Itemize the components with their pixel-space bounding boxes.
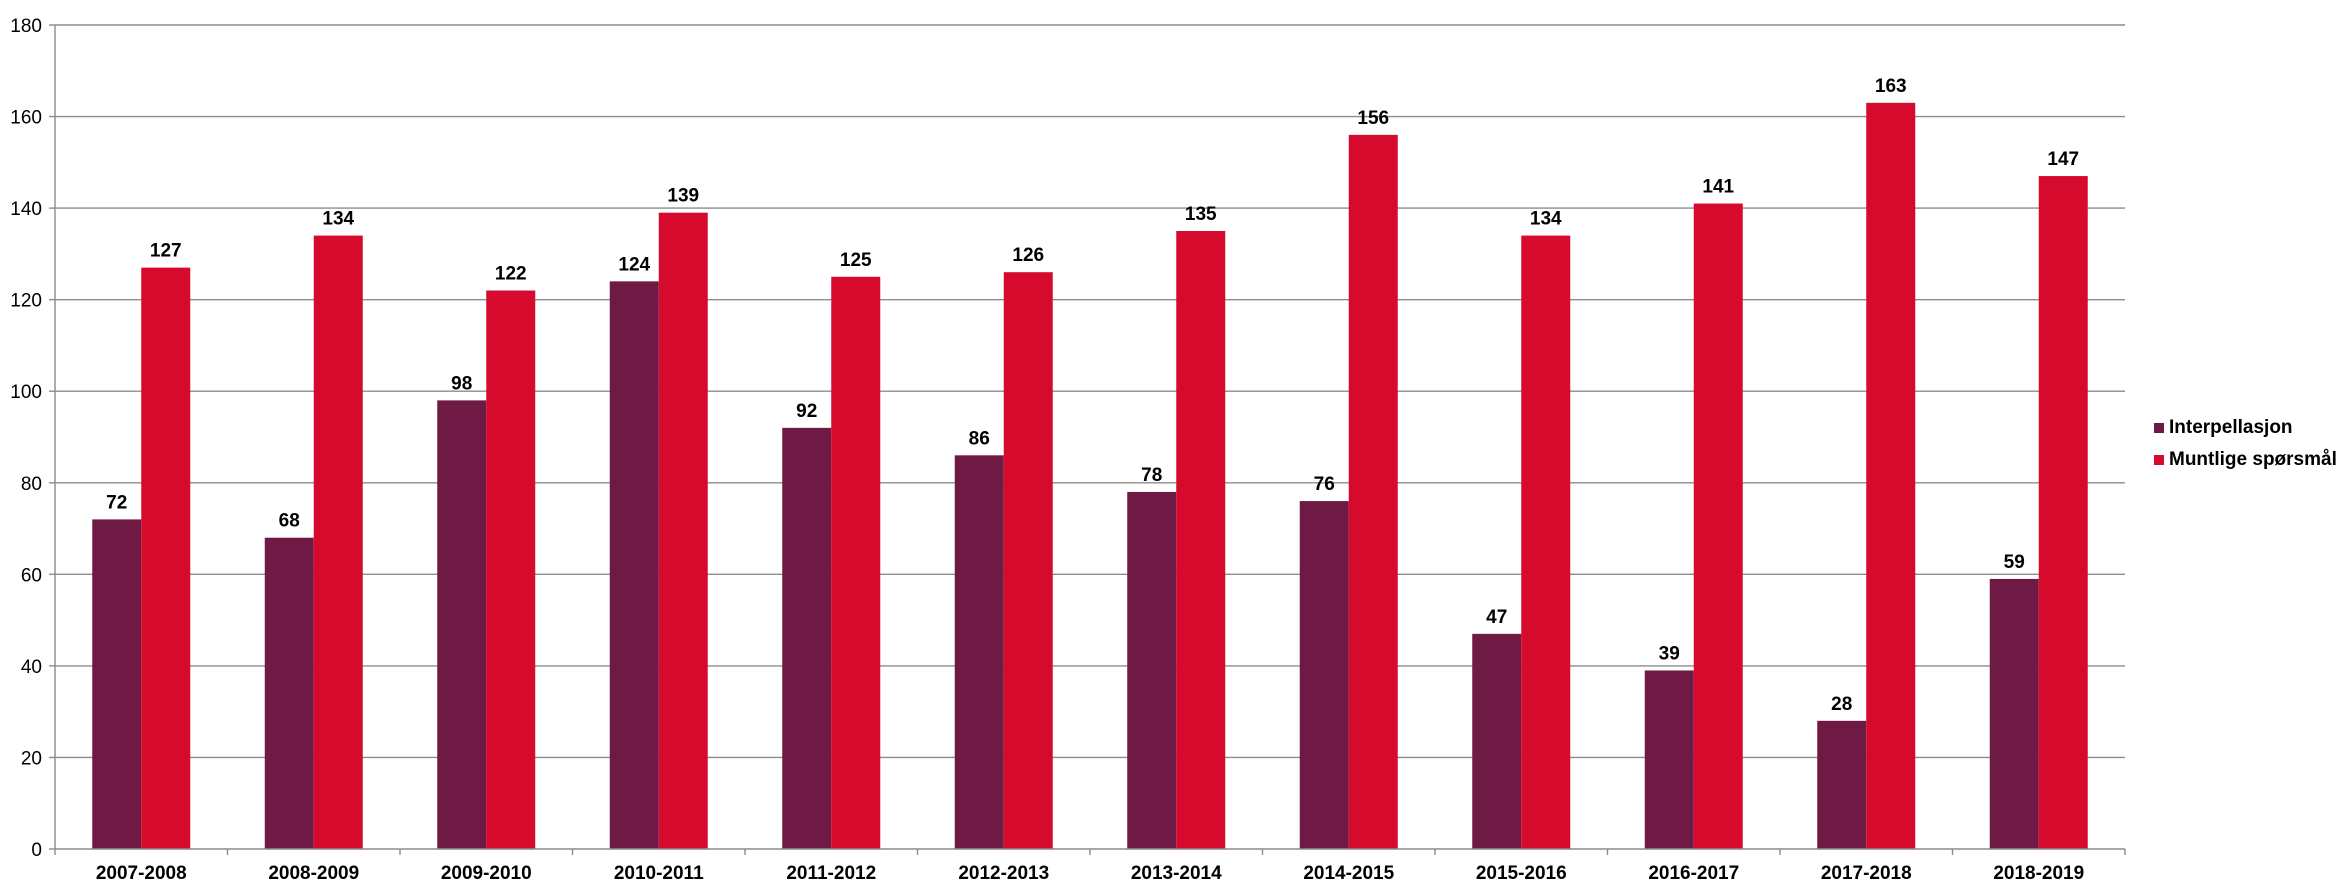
y-tick-label: 140 bbox=[10, 199, 42, 220]
y-tick-label: 160 bbox=[10, 108, 42, 129]
data-label: 127 bbox=[150, 241, 182, 262]
data-label: 59 bbox=[2004, 552, 2025, 573]
x-tick-label: 2009-2010 bbox=[441, 863, 532, 884]
bar bbox=[1127, 491, 1177, 849]
data-label: 72 bbox=[106, 492, 127, 513]
data-label: 156 bbox=[1357, 108, 1389, 129]
legend-swatch bbox=[2154, 423, 2164, 433]
y-tick-label: 100 bbox=[10, 382, 42, 403]
legend-label: Interpellasjon bbox=[2169, 417, 2293, 438]
data-label: 134 bbox=[322, 209, 354, 230]
bar bbox=[782, 427, 832, 849]
y-tick-label: 80 bbox=[21, 474, 42, 495]
bar bbox=[486, 290, 536, 849]
bar bbox=[658, 212, 708, 849]
y-tick-label: 0 bbox=[31, 840, 42, 861]
legend-swatch bbox=[2154, 455, 2164, 465]
data-label: 122 bbox=[495, 264, 527, 285]
bar bbox=[1817, 720, 1867, 849]
data-label: 126 bbox=[1012, 245, 1044, 266]
data-label: 76 bbox=[1314, 474, 1335, 495]
y-tick-label: 60 bbox=[21, 565, 42, 586]
bar bbox=[2038, 176, 2088, 850]
x-tick-label: 2012-2013 bbox=[958, 863, 1049, 884]
bar bbox=[141, 267, 191, 850]
x-tick-label: 2015-2016 bbox=[1476, 863, 1567, 884]
bars bbox=[92, 102, 2088, 850]
bar bbox=[1472, 633, 1522, 849]
y-tick-label: 180 bbox=[10, 16, 42, 37]
axes: 0 20 40 60 80 100 120 140 160 180 2007-2008 2008-20… bbox=[10, 16, 2126, 884]
data-labels: 72 127 68 134 98 122 124 139 92 125 86 126 78 135 76 15… bbox=[106, 76, 2079, 715]
x-tick-label: 2010-2011 bbox=[614, 863, 704, 884]
data-label: 47 bbox=[1486, 607, 1507, 628]
data-label: 98 bbox=[451, 373, 472, 394]
bar bbox=[1866, 102, 1916, 850]
bar bbox=[437, 400, 487, 849]
x-tick-label: 2011-2012 bbox=[786, 863, 876, 884]
bar bbox=[264, 537, 314, 849]
bar bbox=[1299, 501, 1349, 849]
bar bbox=[609, 281, 659, 849]
data-label: 163 bbox=[1875, 76, 1907, 97]
data-label: 141 bbox=[1702, 177, 1734, 198]
legend: Interpellasjon Muntlige spørsmål bbox=[2154, 412, 2337, 476]
bar bbox=[1693, 203, 1743, 850]
data-label: 39 bbox=[1659, 643, 1680, 664]
data-label: 134 bbox=[1530, 209, 1562, 230]
data-label: 86 bbox=[969, 428, 990, 449]
bar bbox=[954, 455, 1004, 849]
data-label: 125 bbox=[840, 250, 872, 271]
x-tick-label: 2008-2009 bbox=[268, 863, 359, 884]
legend-item-interpellasjon: Interpellasjon bbox=[2154, 412, 2337, 444]
data-label: 92 bbox=[796, 401, 817, 422]
x-tick-label: 2017-2018 bbox=[1821, 863, 1912, 884]
x-tick-label: 2016-2017 bbox=[1648, 863, 1739, 884]
bar bbox=[1644, 670, 1694, 849]
x-tick-label: 2014-2015 bbox=[1303, 863, 1394, 884]
x-tick-label: 2018-2019 bbox=[1993, 863, 2084, 884]
legend-item-muntlige-sporsmal: Muntlige spørsmål bbox=[2154, 444, 2337, 476]
y-tick-label: 120 bbox=[10, 291, 42, 312]
bar bbox=[92, 519, 142, 849]
gridlines bbox=[55, 24, 2125, 759]
data-label: 135 bbox=[1185, 204, 1217, 225]
bar bbox=[1003, 272, 1053, 849]
x-tick-label: 2007-2008 bbox=[96, 863, 187, 884]
bar bbox=[1521, 235, 1571, 850]
legend-label: Muntlige spørsmål bbox=[2169, 449, 2337, 470]
data-label: 147 bbox=[2047, 149, 2079, 170]
y-tick-label: 40 bbox=[21, 657, 42, 678]
data-label: 28 bbox=[1831, 694, 1852, 715]
bar bbox=[1176, 231, 1226, 849]
bar bbox=[1989, 578, 2039, 849]
y-tick-label: 20 bbox=[21, 748, 42, 769]
data-label: 68 bbox=[279, 511, 300, 532]
bar bbox=[1348, 134, 1398, 849]
bar bbox=[831, 276, 881, 849]
data-label: 78 bbox=[1141, 465, 1162, 486]
data-label: 124 bbox=[618, 254, 650, 275]
data-label: 139 bbox=[667, 186, 699, 207]
bar bbox=[313, 235, 363, 850]
x-tick-label: 2013-2014 bbox=[1131, 863, 1222, 884]
